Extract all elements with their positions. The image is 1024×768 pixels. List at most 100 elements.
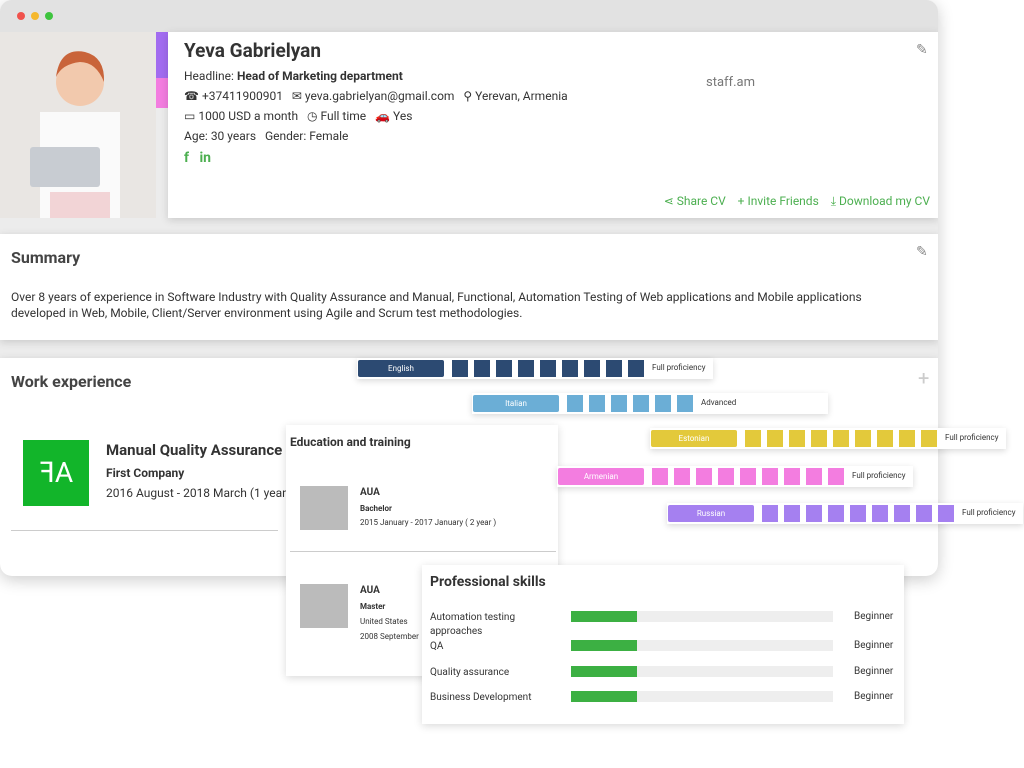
company-logo: ꟻA (23, 440, 89, 506)
edit-icon[interactable]: ✎ (916, 42, 928, 58)
personal: Age: 30 years Gender: Female (184, 129, 348, 143)
edit-icon[interactable]: ✎ (916, 244, 928, 260)
level-square (762, 505, 778, 522)
level-square (833, 430, 849, 447)
level-square (677, 395, 693, 412)
skill-track (571, 611, 833, 622)
skill-level: Beginner (854, 691, 894, 702)
level-square (855, 430, 871, 447)
level-square (606, 360, 622, 377)
level-square (628, 360, 644, 377)
dot[interactable] (45, 12, 53, 20)
language-name: Italian (473, 395, 559, 412)
dates: 2015 January - 2017 January ( 2 year ) (360, 518, 497, 527)
browser-window: Yeva Gabrielyan Headline: Head of Market… (0, 0, 938, 576)
language-level: Full proficiency (945, 433, 999, 442)
headline: Headline: Head of Marketing department (184, 69, 403, 83)
level-square (784, 468, 800, 485)
level-square (789, 430, 805, 447)
skill-name: Automation testing approaches (430, 612, 516, 637)
level-square (872, 505, 888, 522)
accent (156, 32, 168, 78)
level-square (899, 430, 915, 447)
level-square (916, 505, 932, 522)
level-square (567, 395, 583, 412)
skill-track (571, 640, 833, 651)
social[interactable]: f in (184, 150, 212, 166)
school: AUA (360, 487, 380, 498)
divider (290, 551, 556, 552)
level-square (655, 395, 671, 412)
skill-bar (571, 640, 637, 651)
level-square (652, 468, 668, 485)
download[interactable]: ⤓ Download my CV (830, 194, 930, 208)
divider (11, 530, 278, 531)
level-square (474, 360, 490, 377)
language-row: Estonian Full proficiency (650, 428, 1006, 449)
level-square (877, 430, 893, 447)
skill-name: Business Development (430, 692, 532, 703)
level-square (584, 360, 600, 377)
skill-bar (571, 666, 637, 677)
language-row: Armenian Full proficiency (557, 466, 913, 487)
level-square (740, 468, 756, 485)
contacts: ☎ +37411900901 ✉ yeva.gabrielyan@gmail.c… (184, 89, 568, 103)
label: Download my CV (838, 194, 930, 208)
level-square (921, 430, 937, 447)
profile-card: Yeva Gabrielyan Headline: Head of Market… (168, 32, 938, 218)
level-square (496, 360, 512, 377)
conditions: ▭ 1000 USD a month ◷ Full time 🚗 Yes (184, 109, 413, 123)
name: Yeva Gabrielyan (184, 39, 321, 62)
invite[interactable]: + Invite Friends (737, 194, 819, 208)
section-title: Summary (11, 248, 81, 267)
dot[interactable] (17, 12, 25, 20)
brand: staff.am (706, 75, 755, 90)
school: AUA (360, 585, 380, 596)
section-title: Professional skills (430, 574, 546, 590)
level-square (562, 360, 578, 377)
level-square (828, 468, 844, 485)
level-square (894, 505, 910, 522)
skill-bar (571, 611, 637, 622)
skill-track (571, 666, 833, 677)
add-icon[interactable]: + (918, 366, 930, 390)
language-level: Advanced (701, 398, 737, 407)
language-row: Italian Advanced (472, 393, 828, 414)
label: Headline: (184, 69, 234, 83)
language-level: Full proficiency (962, 508, 1016, 517)
level-square (745, 430, 761, 447)
language-row: English Full proficiency (357, 358, 713, 379)
schedule: Full time (320, 109, 367, 123)
level-square (518, 360, 534, 377)
skill-level: Beginner (854, 640, 894, 651)
skill-name: Quality assurance (430, 667, 510, 678)
location: Yerevan, Armenia (475, 89, 568, 103)
level-square (850, 505, 866, 522)
position: Manual Quality Assurance (106, 441, 283, 459)
level-square (767, 430, 783, 447)
skill-name: QA (430, 641, 444, 652)
level-square (806, 468, 822, 485)
email: yeva.gabrielyan@gmail.com (304, 89, 455, 103)
language-name: Estonian (651, 430, 737, 447)
country: United States (360, 617, 408, 626)
dates: 2016 August - 2018 March (1 year 7 (106, 486, 296, 500)
skill-bar (571, 691, 637, 702)
label: Invite Friends (747, 194, 819, 208)
summary-card: Summary ✎ Over 8 years of experience in … (0, 234, 938, 340)
photo (0, 32, 156, 218)
summary-text: Over 8 years of experience in Software I… (11, 290, 862, 320)
dot[interactable] (31, 12, 39, 20)
phone: +37411900901 (201, 89, 283, 103)
language-row: Russian Full proficiency (667, 503, 1023, 524)
section-title: Work experience (11, 372, 132, 391)
label: Share CV (676, 194, 726, 208)
language-name: English (358, 360, 444, 377)
level-square (540, 360, 556, 377)
share-cv[interactable]: ⋖ Share CV (663, 194, 726, 208)
age: Age: 30 years (184, 129, 257, 143)
level-square (762, 468, 778, 485)
level-square (718, 468, 734, 485)
company: First Company (106, 466, 185, 480)
